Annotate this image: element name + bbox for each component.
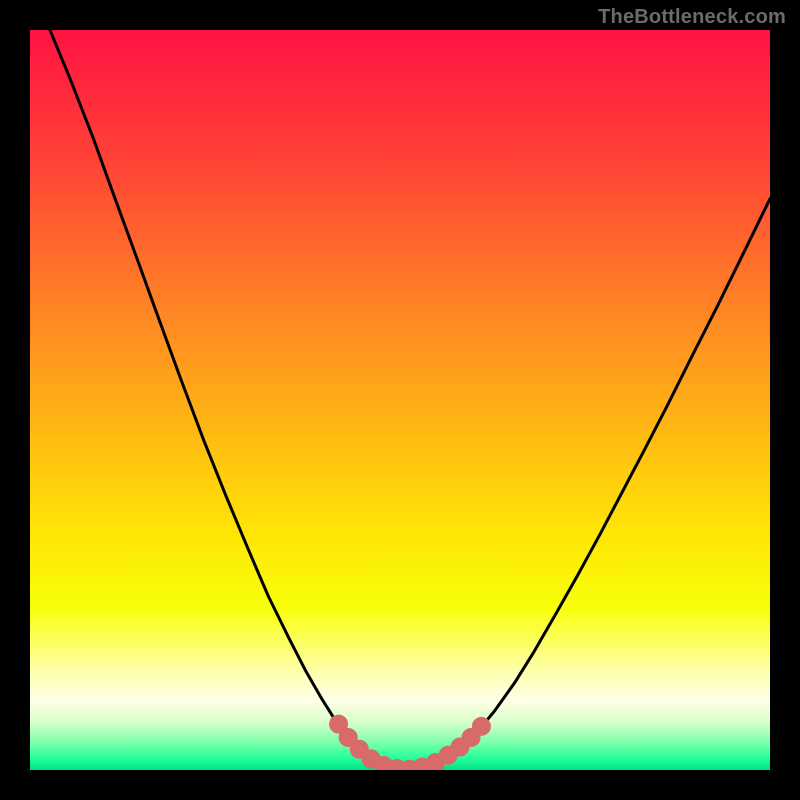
- bottleneck-curve-chart: [30, 30, 770, 770]
- watermark-text: TheBottleneck.com: [598, 6, 786, 29]
- valley-marker: [472, 717, 490, 735]
- gradient-background: [30, 30, 770, 770]
- root-container: TheBottleneck.com: [0, 0, 800, 800]
- chart-area: [30, 30, 770, 770]
